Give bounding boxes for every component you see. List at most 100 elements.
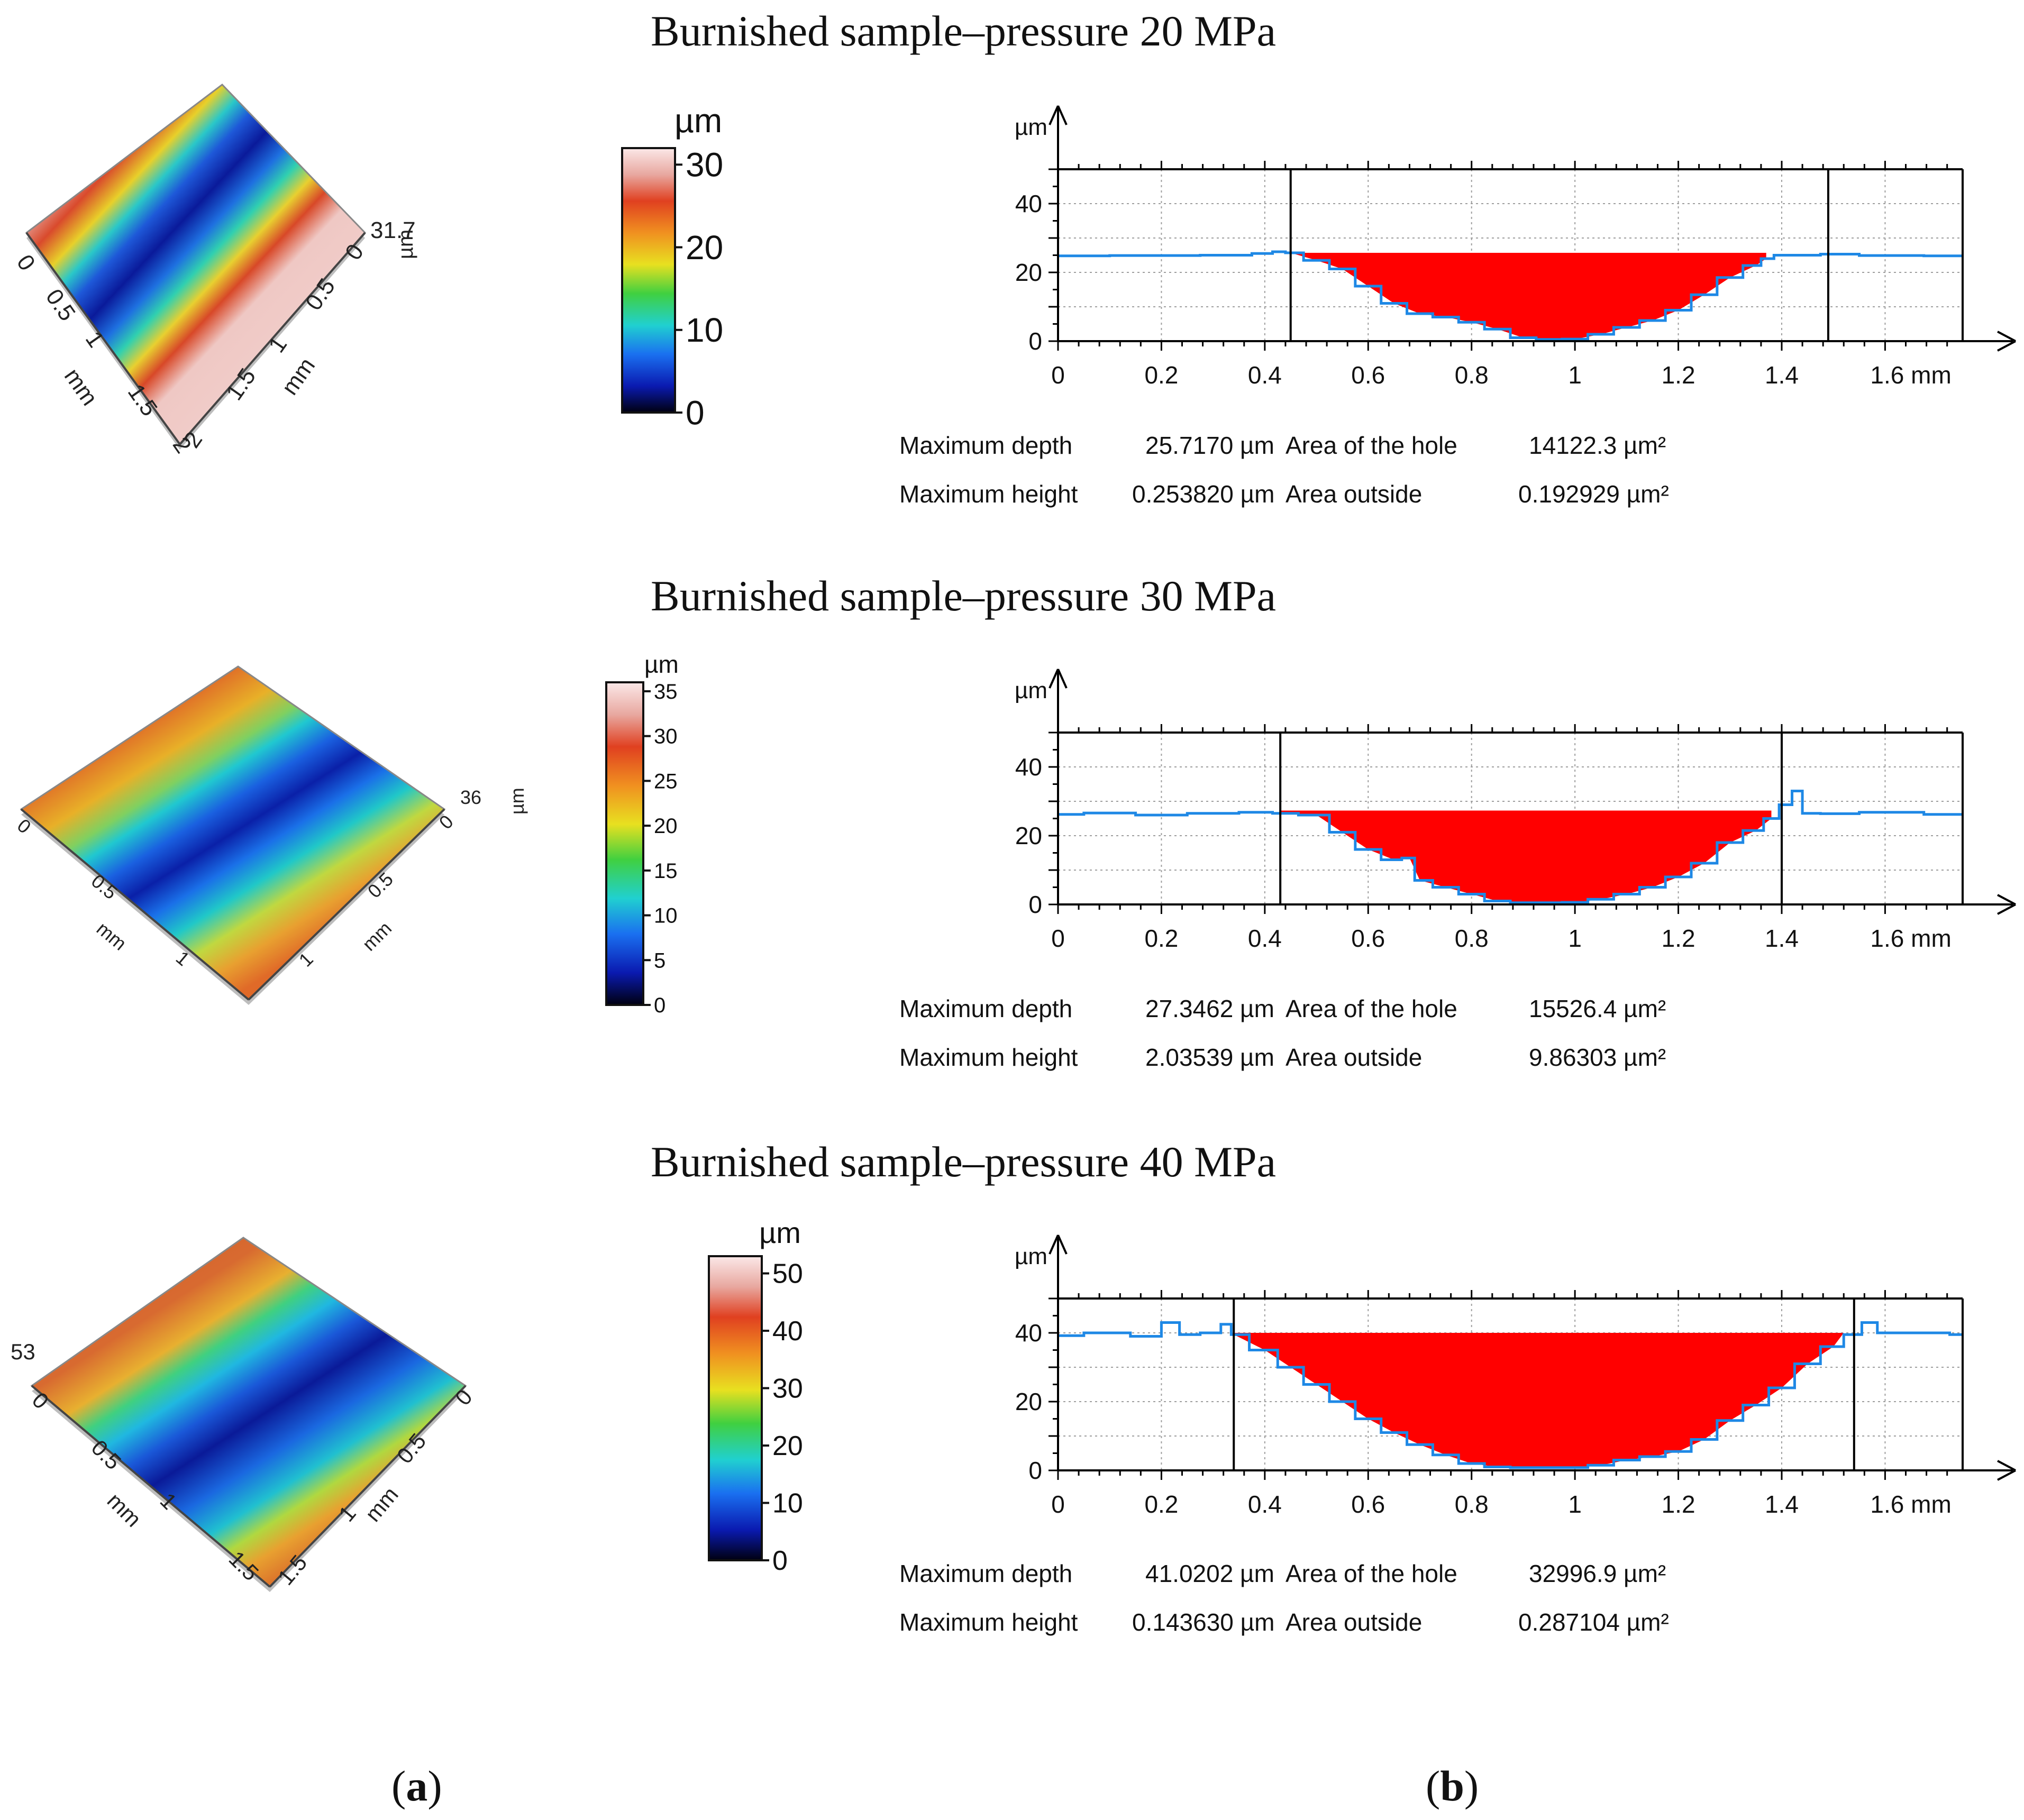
colorbar-tick-label: 10 [686, 311, 723, 349]
area-outside-value: 0.192929 µm² [1518, 480, 1669, 508]
colorbar-tick-label: 30 [686, 146, 723, 184]
surface-2-left-tick-2: 1 [172, 947, 194, 970]
colorbar-tick-label: 15 [654, 859, 678, 883]
max-depth-value: 25.7170 µm [1145, 432, 1274, 459]
x-axis-arrow [1997, 1460, 2016, 1481]
y-tick-label: 20 [1015, 822, 1042, 849]
surface-1-left-tick-0: 0 [12, 250, 40, 276]
colorbar-row-2: µm 0 5 10 15 20 25 30 35 [605, 651, 679, 1017]
max-height-label: Maximum height [899, 1608, 1078, 1636]
colorbar-tick-label: 10 [654, 904, 678, 928]
x-tick-label: 0.4 [1248, 925, 1282, 952]
area-outside-value: 9.86303 µm² [1529, 1044, 1666, 1071]
y-tick-label: 40 [1015, 190, 1042, 217]
colorbar-tick-label: 30 [772, 1374, 803, 1404]
colorbar-tick-label: 35 [654, 680, 678, 703]
colorbar-tick-label: 30 [654, 725, 678, 748]
colorbar-2-ticks: 0 5 10 15 20 25 30 35 [643, 680, 678, 1017]
x-tick-label: 0.2 [1144, 361, 1178, 389]
colorbar-1-unit: µm [674, 102, 722, 140]
colorbar-3-ticks: 0 10 20 30 40 50 [762, 1259, 803, 1576]
x-tick-label: 0.4 [1248, 361, 1282, 389]
colorbar-tick-label: 20 [686, 228, 723, 267]
surface-2-height-unit: µm [506, 788, 528, 815]
x-tick-label: 0.6 [1351, 925, 1385, 952]
surface-2-left-tick-0: 0 [13, 815, 35, 838]
area-outside-label: Area outside [1285, 480, 1423, 508]
x-tick-label: 0.8 [1455, 1490, 1489, 1518]
surface-3-height-label: 53 [11, 1339, 35, 1364]
max-height-label: Maximum height [899, 1044, 1078, 1071]
surface-2-right-tick-0: 0 [435, 811, 458, 834]
colorbar-tick-label: 20 [772, 1431, 803, 1461]
max-depth-label: Maximum depth [899, 1560, 1073, 1587]
colorbar-tick-label: 0 [654, 994, 665, 1017]
x-tick-label: 0 [1051, 361, 1065, 389]
colorbar-row-3: µm 0 10 20 30 40 50 [708, 1217, 803, 1576]
max-height-label: Maximum height [899, 480, 1078, 508]
area-outside-label: Area outside [1285, 1608, 1423, 1636]
area-outside-value: 0.287104 µm² [1518, 1608, 1669, 1636]
hole-area [1280, 810, 1772, 903]
colorbar-2-unit: µm [644, 651, 679, 678]
x-tick-label: 0 [1051, 925, 1065, 952]
y-axis-label: µm [1015, 114, 1047, 140]
x-tick-label: 1.6 mm [1870, 925, 1951, 952]
x-tick-label: 1.4 [1765, 925, 1799, 952]
x-tick-label: 0.8 [1455, 361, 1489, 389]
title-row-3: Burnished sample–pressure 40 MPa [651, 1138, 1276, 1186]
area-hole-value: 32996.9 µm² [1529, 1560, 1666, 1587]
surface-1-left-unit: mm [59, 364, 103, 410]
colorbar-tick-label: 0 [686, 394, 705, 428]
colorbar-tick-label: 10 [772, 1488, 803, 1519]
x-tick-label: 0 [1051, 1490, 1065, 1518]
x-tick-label: 1.4 [1765, 361, 1799, 389]
colorbar-row-1: µm 0 10 20 30 [621, 102, 723, 428]
colorbar-tick-label: 5 [654, 949, 665, 972]
profile-line [1058, 1321, 1963, 1469]
colorbar-tick-label: 20 [654, 815, 678, 838]
surface-1-height-unit: µm [394, 230, 417, 259]
x-tick-label: 1.6 mm [1870, 1490, 1951, 1518]
profile-line [1058, 250, 1963, 341]
profile-line [1058, 790, 1963, 904]
y-axis-arrow [1049, 1234, 1068, 1255]
y-tick-label: 20 [1015, 259, 1042, 286]
hole-area [1234, 1333, 1844, 1468]
y-axis-arrow [1049, 105, 1068, 125]
max-depth-label: Maximum depth [899, 432, 1073, 459]
title-row-1: Burnished sample–pressure 20 MPa [651, 7, 1276, 55]
max-height-value: 2.03539 µm [1145, 1044, 1274, 1071]
y-tick-label: 0 [1028, 1457, 1042, 1484]
y-tick-label: 40 [1015, 753, 1042, 781]
colorbar-tick-label: 40 [772, 1316, 803, 1347]
max-height-value: 0.143630 µm [1132, 1608, 1275, 1636]
colorbar-1-ticks: 0 10 20 30 [675, 146, 723, 428]
surface-2-right-unit: mm [358, 917, 396, 955]
colorbar-3-unit: µm [759, 1217, 801, 1249]
x-tick-label: 1.2 [1662, 925, 1695, 952]
surface-render-row-2: 0 0.5 1 mm 0 0.5 1 mm 36 µm [13, 665, 528, 1005]
area-hole-label: Area of the hole [1285, 432, 1457, 459]
area-hole-value: 15526.4 µm² [1529, 995, 1666, 1022]
x-tick-label: 0.8 [1455, 925, 1489, 952]
x-tick-label: 0.2 [1144, 925, 1178, 952]
max-depth-label: Maximum depth [899, 995, 1073, 1022]
area-hole-label: Area of the hole [1285, 1560, 1457, 1587]
max-height-value: 0.253820 µm [1132, 480, 1275, 508]
surface-2-height-label: 36 [460, 786, 481, 808]
x-tick-label: 0.2 [1144, 1490, 1178, 1518]
colorbar-tick-label: 50 [772, 1259, 803, 1289]
x-tick-label: 0.6 [1351, 1490, 1385, 1518]
x-tick-label: 0.4 [1248, 1490, 1282, 1518]
x-tick-label: 1.2 [1662, 1490, 1695, 1518]
y-axis-arrow [1049, 669, 1068, 689]
title-row-2: Burnished sample–pressure 30 MPa [651, 572, 1276, 620]
area-hole-value: 14122.3 µm² [1529, 432, 1666, 459]
profile-chart-row-1: 0 0.2 0.4 0.6 0.8 1 1.2 1.4 1.6 mm 0 20 40 µm [1015, 105, 2016, 389]
surface-2-left-unit: mm [93, 918, 131, 955]
x-tick-label: 1 [1568, 361, 1582, 389]
x-tick-label: 1.6 mm [1870, 361, 1951, 389]
max-depth-value: 41.0202 µm [1145, 1560, 1274, 1587]
surface-1-height-label: 31.7 [370, 217, 416, 243]
